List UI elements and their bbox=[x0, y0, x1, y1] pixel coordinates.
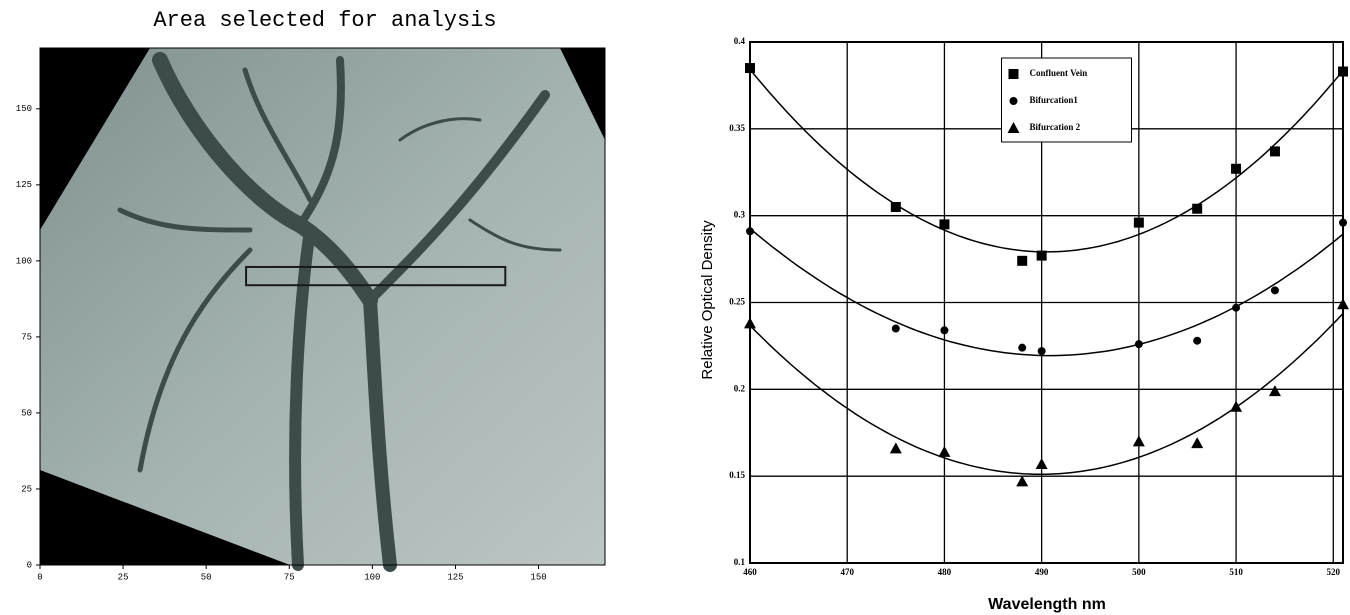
marker bbox=[1231, 163, 1242, 174]
x-tick-label: 510 bbox=[1229, 567, 1243, 577]
y-tick-label: 0.25 bbox=[729, 297, 745, 307]
marker bbox=[1035, 458, 1048, 470]
marker bbox=[891, 324, 900, 333]
y-tick-label: 0.4 bbox=[734, 36, 746, 46]
trend-line bbox=[749, 228, 1344, 357]
marker bbox=[1268, 385, 1281, 397]
series bbox=[744, 298, 1349, 487]
legend: Confluent Vein Bifurcation1 Bifurcation 2 bbox=[1001, 57, 1132, 143]
marker bbox=[744, 317, 756, 329]
y-tick-label: 25 bbox=[21, 484, 32, 494]
x-tick-label: 480 bbox=[938, 567, 952, 577]
retina-image bbox=[40, 48, 605, 572]
marker bbox=[1232, 303, 1241, 312]
x-tick-label: 470 bbox=[840, 567, 854, 577]
x-tick-label: 75 bbox=[284, 572, 295, 582]
chart-title: Area selected for analysis bbox=[153, 8, 496, 33]
y-tick-label: 0.35 bbox=[729, 123, 745, 133]
marker bbox=[1016, 475, 1029, 487]
marker bbox=[1017, 255, 1028, 266]
series bbox=[746, 218, 1347, 357]
marker bbox=[1193, 336, 1202, 345]
x-tick-label: 25 bbox=[118, 572, 129, 582]
x-tick-label: 490 bbox=[1035, 567, 1049, 577]
marker bbox=[1036, 250, 1047, 261]
plot-frame bbox=[39, 47, 606, 566]
legend-box bbox=[1001, 57, 1132, 143]
marker bbox=[1191, 437, 1204, 449]
marker bbox=[1037, 347, 1046, 356]
y-tick-label: 0 bbox=[27, 560, 32, 570]
marker bbox=[938, 445, 951, 457]
y-tick-label: 0.1 bbox=[734, 557, 746, 567]
marker bbox=[1132, 435, 1145, 447]
trend-line bbox=[749, 312, 1344, 476]
marker bbox=[1270, 286, 1279, 295]
marker bbox=[1337, 298, 1349, 310]
y-tick-label: 150 bbox=[16, 104, 32, 114]
marker bbox=[1338, 66, 1348, 77]
y-tick-label: 75 bbox=[21, 332, 32, 342]
x-tick-label: 100 bbox=[364, 572, 380, 582]
marker bbox=[1230, 400, 1243, 412]
marker bbox=[890, 201, 901, 212]
legend-label: Confluent Vein bbox=[1030, 68, 1088, 78]
y-tick-label: 100 bbox=[16, 256, 32, 266]
x-tick-label: 460 bbox=[743, 567, 757, 577]
marker bbox=[940, 326, 949, 335]
selection-box bbox=[245, 265, 507, 287]
legend-label: Bifurcation1 bbox=[1030, 95, 1079, 105]
series bbox=[745, 63, 1348, 266]
x-tick-label: 150 bbox=[530, 572, 546, 582]
legend-marker bbox=[1009, 97, 1018, 105]
marker bbox=[1269, 146, 1280, 157]
y-tick-label: 0.2 bbox=[734, 383, 746, 393]
marker bbox=[746, 227, 754, 236]
marker bbox=[1134, 340, 1143, 349]
marker bbox=[1133, 217, 1144, 228]
legend-marker bbox=[1007, 122, 1020, 133]
y-tick-label: 50 bbox=[21, 408, 32, 418]
x-tick-label: 50 bbox=[201, 572, 212, 582]
x-tick-label: 0 bbox=[37, 572, 42, 582]
marker bbox=[1339, 218, 1347, 227]
x-tick-label: 125 bbox=[447, 572, 463, 582]
legend-marker bbox=[1008, 69, 1019, 79]
y-tick-label: 0.15 bbox=[729, 470, 745, 480]
x-tick-label: 520 bbox=[1327, 567, 1341, 577]
y-tick-label: 125 bbox=[16, 180, 32, 190]
x-axis-label: Wavelength nm bbox=[988, 596, 1106, 613]
marker bbox=[939, 219, 950, 230]
marker bbox=[745, 63, 755, 74]
x-tick-label: 500 bbox=[1132, 567, 1146, 577]
y-axis-label: Relative Optical Density bbox=[699, 220, 716, 380]
legend-label: Bifurcation 2 bbox=[1030, 122, 1081, 132]
marker bbox=[1192, 203, 1203, 214]
marker bbox=[1018, 343, 1027, 352]
y-tick-label: 0.3 bbox=[734, 210, 746, 220]
marker bbox=[889, 442, 902, 454]
